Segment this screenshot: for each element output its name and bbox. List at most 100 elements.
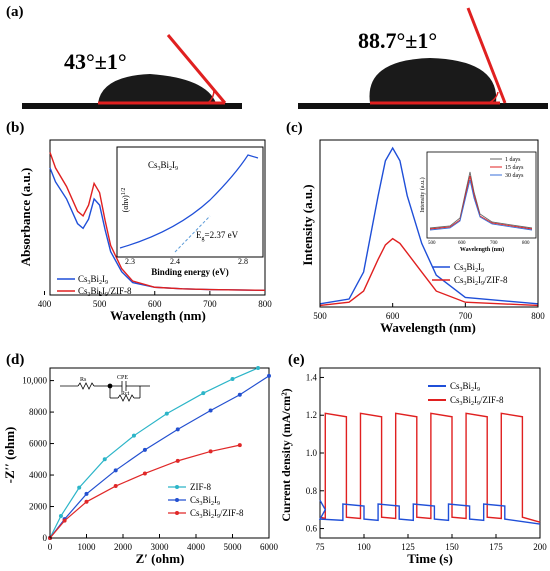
- panel-c-chart: 500 600 700 800 Wavelength (nm) Intensity (…: [300, 139, 545, 335]
- angle-right: 88.7°±1°: [358, 28, 437, 53]
- b-xtick-label: 600: [148, 299, 162, 309]
- d-xtick-label: 1000: [78, 542, 97, 552]
- circuit-rct: Rct: [121, 391, 130, 397]
- droplet-left: [98, 74, 216, 103]
- e-ytick-label: 0.6: [306, 524, 318, 534]
- panel-b-label: (b): [6, 120, 24, 136]
- d-data-point: [267, 373, 271, 378]
- contact-angle-left: 43°±1°: [22, 34, 242, 109]
- d-data-point: [256, 366, 261, 370]
- d-ytick-label: 4000: [29, 470, 48, 480]
- c-inset-15days: [429, 175, 533, 230]
- d-xlabel: Z′ (ohm): [136, 551, 185, 566]
- e-ytick-label: 0.8: [306, 486, 318, 496]
- d-xtick-label: 2000: [114, 542, 133, 552]
- d-data-point: [58, 513, 63, 518]
- d-data-point: [142, 471, 147, 476]
- e-series-line: [318, 499, 541, 525]
- b-inset-ylabel: (αhν)1/2: [121, 188, 130, 213]
- c-inset-xtick: 800: [522, 241, 530, 246]
- d-data-point: [208, 449, 213, 454]
- panel-b-chart: 400 500 600 700 800 Wavelength (nm) Absorban…: [18, 139, 272, 323]
- b-inset-eg: Eg=2.37 eV: [196, 230, 239, 242]
- b-inset-curve: [119, 154, 259, 249]
- e-ytick-label: 1.0: [306, 448, 318, 458]
- c-inset-ylabel: Intensity (a.u.): [419, 177, 426, 212]
- e-ytick-label: 1.2: [306, 410, 317, 420]
- c-inset-xtick: 700: [490, 241, 498, 246]
- panel-d-chart: 0 1000 2000 3000 4000 5000 6000 0 2000 4000 6000 8…: [2, 366, 279, 566]
- e-xlabel: Time (s): [407, 551, 453, 566]
- e-ylabel: Current density (mA/cm²): [279, 388, 293, 521]
- b-inset-xtick: 2.3: [125, 257, 135, 266]
- b-inset-xtick: 2.4: [170, 257, 180, 266]
- d-data-point: [113, 468, 118, 473]
- c-inset: Intensity (a.u.) 1 days 15 days 30 days …: [419, 151, 537, 253]
- tangent-right: [466, 7, 507, 104]
- d-ylabel: -Z′′ (ohm): [2, 427, 17, 484]
- c-legend-2: Cs3Bi2I9/ZIF-8: [454, 275, 508, 287]
- b-xtick-label: 500: [93, 299, 107, 309]
- panel-e-chart: 75 100 125 150 175 200 0.6 0.8 1.0 1.2 1.4 Time (…: [279, 367, 547, 566]
- e-xtick-label: 200: [533, 542, 547, 552]
- c-xtick-label: 800: [531, 311, 545, 321]
- contact-angle-right: 88.7°±1°: [298, 7, 548, 109]
- b-inset-fit: [174, 215, 211, 253]
- c-ylabel: Intensity (a.u.): [300, 184, 315, 265]
- e-xtick-label: 175: [489, 542, 503, 552]
- c-inset-xtick: 500: [428, 241, 436, 246]
- d-data-point: [164, 411, 169, 416]
- c-xtick-label: 700: [459, 311, 473, 321]
- d-data-point: [208, 408, 213, 413]
- d-legend-1: ZIF-8: [190, 482, 211, 492]
- e-legend-1: Cs3Bi2I9: [450, 381, 480, 393]
- b-inset: Cs3Bi2I9 (αhν)1/2 Eg=2.37 eV 2.3 2.4 2.8…: [116, 146, 264, 277]
- d-legend-3: Cs3Bi2I9/ZIF-8: [190, 508, 244, 520]
- d-xtick-label: 0: [48, 542, 53, 552]
- equivalent-circuit: [60, 381, 150, 402]
- b-xtick-label: 700: [203, 299, 217, 309]
- c-series-line: [319, 237, 539, 307]
- d-legend-marker: [175, 498, 179, 502]
- droplet-right: [369, 58, 497, 103]
- b-series-line: [49, 152, 266, 292]
- panel-a-label: (a): [6, 4, 24, 20]
- tangent-left: [166, 34, 227, 104]
- e-series-line: [319, 412, 541, 523]
- e-legend-2: Cs3Bi2I9/ZIF-8: [450, 395, 504, 407]
- d-legend-marker: [175, 485, 179, 489]
- c-inset-legend-3: 30 days: [505, 173, 524, 179]
- d-data-point: [201, 391, 206, 396]
- d-data-point: [230, 377, 235, 382]
- b-inset-xlabel: Binding energy (eV): [151, 267, 229, 277]
- d-data-point: [175, 458, 180, 463]
- d-data-point: [237, 392, 242, 397]
- c-legend-1: Cs3Bi2I9: [454, 262, 484, 274]
- d-ytick-label: 10,000: [22, 376, 47, 386]
- d-xtick-label: 3000: [151, 542, 170, 552]
- d-data-point: [84, 499, 89, 504]
- c-inset-xlabel: Wavelength (nm): [460, 246, 504, 253]
- e-ytick-label: 1.4: [306, 372, 318, 382]
- c-xtick-label: 600: [386, 311, 400, 321]
- c-series-line: [319, 146, 539, 305]
- angle-left: 43°±1°: [64, 49, 127, 74]
- d-ytick-label: 8000: [29, 407, 48, 417]
- b-ylabel: Absorbance (a.u.): [18, 168, 33, 267]
- d-data-point: [175, 427, 180, 432]
- d-data-point: [77, 485, 82, 490]
- b-legend-1: Cs3Bi2I9: [78, 274, 108, 286]
- c-inset-legend-1: 1 days: [505, 157, 521, 163]
- panel-d-label: (d): [6, 352, 24, 368]
- e-xtick-label: 100: [357, 542, 371, 552]
- e-xtick-label: 125: [401, 542, 415, 552]
- c-inset-legend-2: 15 days: [505, 165, 524, 171]
- circuit-rs: Rs: [80, 377, 87, 383]
- panel-c-label: (c): [286, 120, 303, 136]
- d-legend-2: Cs3Bi2I9: [190, 495, 220, 507]
- d-data-point: [62, 518, 67, 523]
- c-inset-1day: [429, 171, 533, 229]
- d-data-point: [84, 491, 89, 496]
- b-legend-2: Cs3Bi2I9/ZIF-8: [78, 286, 132, 298]
